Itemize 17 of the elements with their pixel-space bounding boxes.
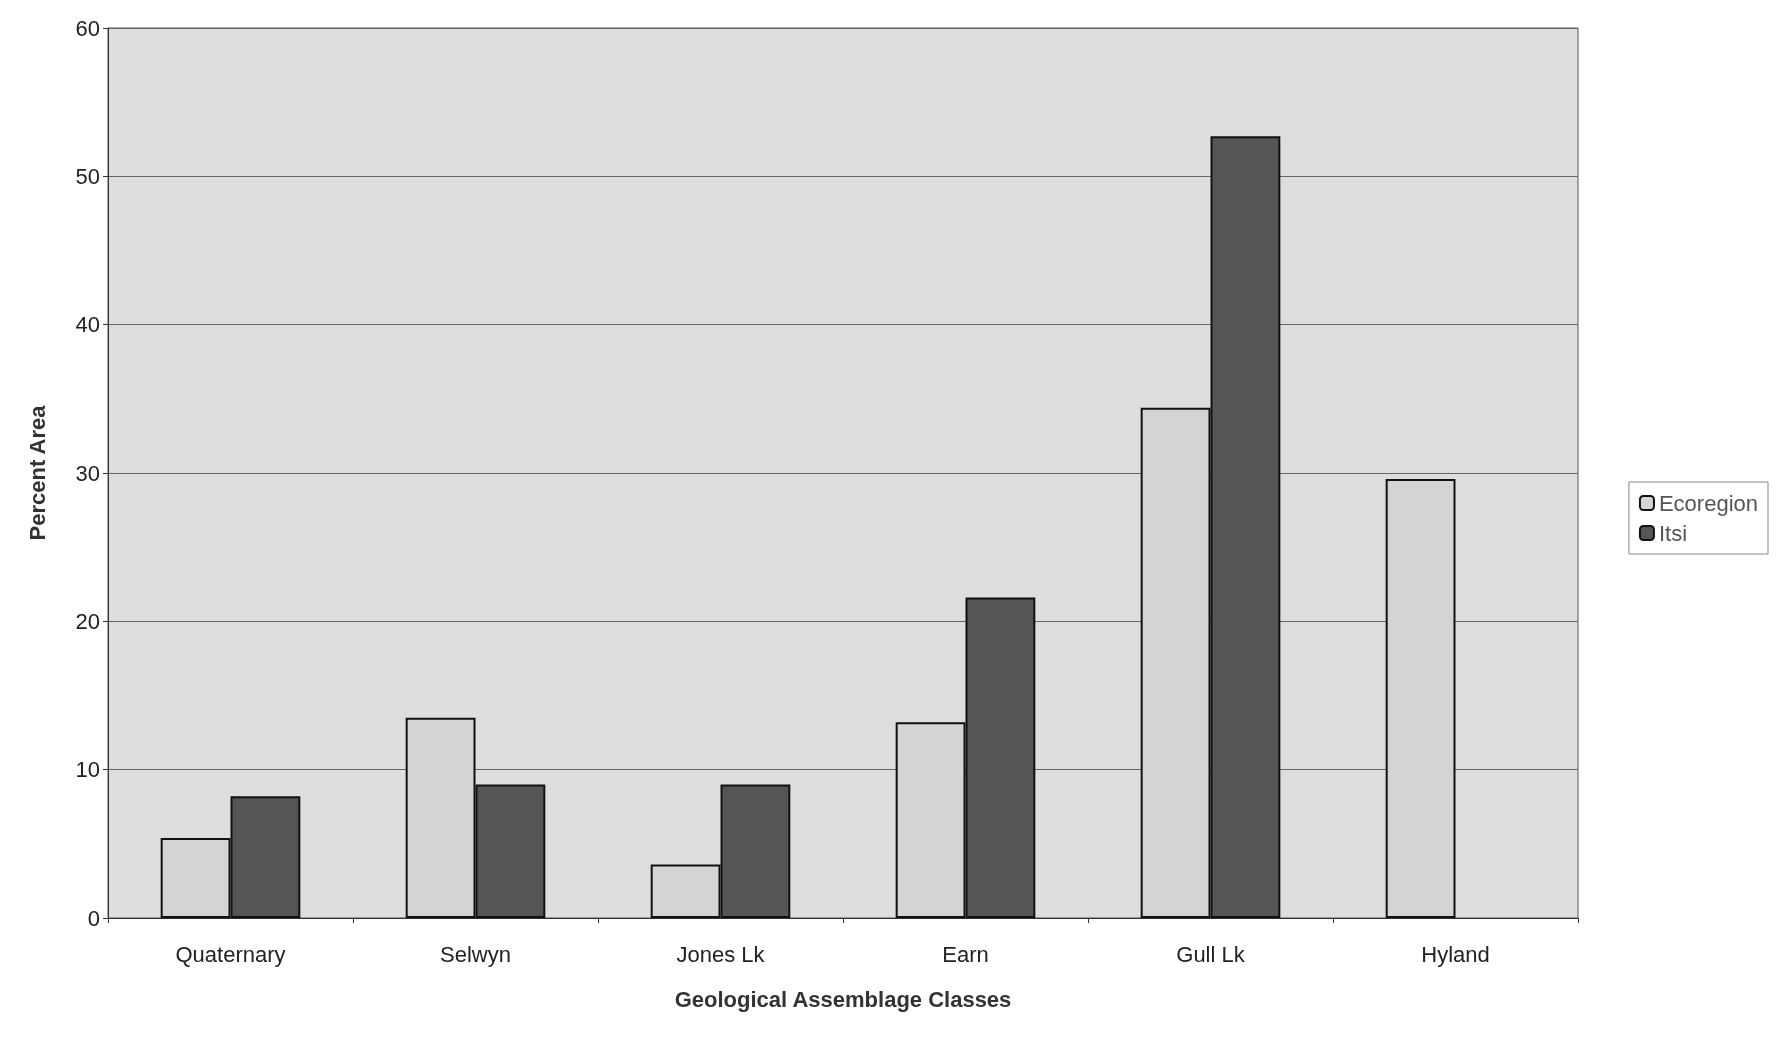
y-tick-label: 0 — [87, 905, 100, 931]
x-tick-label: Hyland — [1421, 941, 1490, 967]
y-tick-label: 30 — [75, 460, 100, 486]
y-tick-label: 10 — [75, 757, 100, 783]
x-tick-label: Selwyn — [440, 941, 511, 967]
legend-label: Ecoregion — [1658, 490, 1759, 516]
x-tick-label: Quaternary — [175, 941, 286, 967]
y-tick-label: 40 — [75, 312, 100, 338]
y-axis-title: Percent Area — [24, 404, 50, 541]
y-tick-label: 20 — [75, 608, 100, 634]
x-axis-title: Geological Assemblage Classes — [674, 986, 1012, 1012]
y-tick-label: 60 — [75, 15, 100, 41]
legend-label: Itsi — [1658, 520, 1688, 546]
y-tick-label: 50 — [75, 163, 100, 189]
x-tick-label: Jones Lk — [676, 941, 766, 967]
x-tick-label: Earn — [942, 941, 989, 967]
x-tick-label: Gull Lk — [1176, 941, 1246, 967]
